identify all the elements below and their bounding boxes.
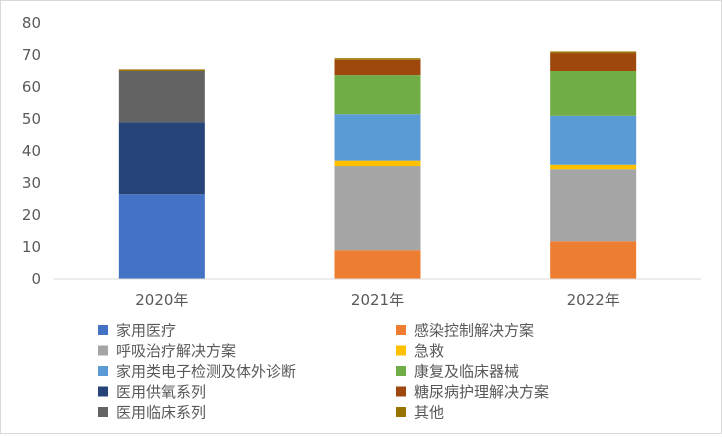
- legend-label: 康复及临床器械: [414, 363, 519, 381]
- bar-segment: [334, 166, 421, 251]
- y-tick-label: 30: [22, 174, 41, 192]
- legend-label: 医用临床系列: [116, 404, 206, 422]
- legend-item: 康复及临床器械: [396, 363, 519, 381]
- y-tick-label: 80: [22, 14, 41, 32]
- y-tick-label: 0: [31, 270, 41, 288]
- bars: [118, 51, 637, 279]
- legend-swatch: [98, 345, 108, 356]
- bar-segment: [550, 115, 637, 165]
- y-axis: 0 10 20 30 40 50 60 70 80: [22, 14, 41, 288]
- x-tick-label: 2022年: [567, 291, 620, 309]
- bar-segment: [334, 114, 421, 161]
- legend-swatch: [98, 366, 108, 376]
- bar-segment: [334, 250, 421, 279]
- legend-item: 家用医疗: [98, 322, 176, 340]
- legend-label: 医用供氧系列: [116, 383, 206, 401]
- legend-item: 家用类电子检测及体外诊断: [98, 363, 296, 381]
- legend-label: 其他: [414, 404, 444, 422]
- legend-item: 急救: [396, 342, 444, 360]
- legend-swatch: [98, 407, 108, 417]
- y-tick-label: 50: [22, 110, 41, 128]
- bar-segment: [334, 59, 421, 76]
- bar-segment: [550, 53, 637, 71]
- legend-item: 医用临床系列: [98, 404, 206, 422]
- bar-segment: [118, 122, 205, 195]
- legend-label: 糖尿病护理解决方案: [414, 383, 549, 401]
- legend-label: 家用类电子检测及体外诊断: [116, 363, 296, 381]
- y-tick-label: 20: [22, 206, 41, 224]
- y-tick-label: 70: [22, 46, 41, 64]
- bar-segment: [550, 169, 637, 242]
- bar-segment: [334, 58, 421, 60]
- y-tick-label: 60: [22, 78, 41, 96]
- x-tick-label: 2021年: [351, 291, 404, 309]
- x-tick-label: 2020年: [135, 291, 188, 309]
- bar-segment: [118, 71, 205, 123]
- bar-segment: [550, 71, 637, 116]
- legend-item: 呼吸治疗解决方案: [98, 342, 236, 360]
- legend-swatch: [396, 345, 406, 356]
- legend-item: 医用供氧系列: [98, 383, 206, 401]
- y-tick-label: 10: [22, 238, 41, 256]
- legend-label: 感染控制解决方案: [414, 322, 534, 340]
- x-axis: 2020年 2021年 2022年: [135, 291, 620, 309]
- legend-item: 其他: [396, 404, 444, 422]
- y-tick-label: 40: [22, 142, 41, 160]
- bar-segment: [550, 164, 637, 170]
- legend-swatch: [396, 325, 406, 335]
- legend-swatch: [98, 325, 108, 335]
- legend-label: 家用医疗: [116, 322, 176, 340]
- bar-segment: [550, 51, 637, 54]
- bar-segment: [550, 241, 637, 279]
- legend-swatch: [396, 386, 406, 397]
- legend-swatch: [396, 407, 406, 417]
- legend-item: 感染控制解决方案: [396, 322, 534, 340]
- legend-swatch: [98, 386, 108, 397]
- bar-segment: [334, 75, 421, 115]
- bar-segment: [334, 160, 421, 167]
- bar-segment: [118, 69, 205, 71]
- legend-swatch: [396, 366, 406, 376]
- legend-item: 糖尿病护理解决方案: [396, 383, 549, 401]
- legend-label: 呼吸治疗解决方案: [116, 342, 236, 360]
- legend-label: 急救: [414, 342, 444, 360]
- bar-segment: [118, 194, 205, 279]
